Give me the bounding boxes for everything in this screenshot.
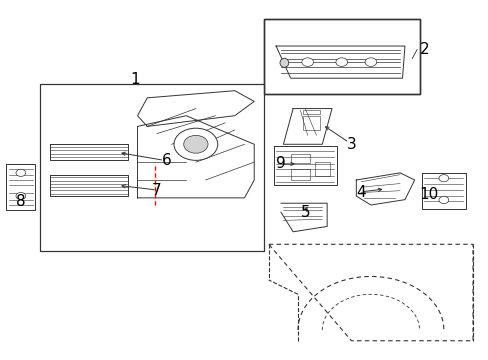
Polygon shape [50,175,127,196]
Bar [264,19,419,94]
Circle shape [16,169,26,176]
Circle shape [174,128,217,160]
Polygon shape [281,203,326,232]
Polygon shape [6,164,35,210]
Circle shape [301,58,313,66]
Circle shape [438,197,448,203]
Polygon shape [356,173,414,205]
Circle shape [183,135,207,153]
Text: 6: 6 [162,153,171,168]
Bar [302,116,319,130]
Polygon shape [273,146,336,185]
Circle shape [438,175,448,182]
Bar [264,19,419,94]
Text: 3: 3 [346,137,356,152]
Text: 2: 2 [419,42,428,57]
Text: 10: 10 [419,187,438,202]
Bar [290,154,309,163]
Bar [290,169,309,180]
Text: 8: 8 [16,194,25,209]
Polygon shape [276,46,404,78]
Ellipse shape [280,58,288,67]
Polygon shape [50,144,127,160]
Circle shape [16,193,26,200]
Text: 9: 9 [276,157,285,171]
Polygon shape [137,116,254,198]
Polygon shape [421,173,465,208]
Text: 1: 1 [130,72,140,87]
Circle shape [335,58,347,66]
Polygon shape [137,91,254,126]
Bar [40,84,264,251]
Bar [302,111,319,114]
Bar [40,84,264,251]
Text: 4: 4 [356,185,365,200]
Text: 5: 5 [300,204,309,220]
Circle shape [365,58,376,66]
Bar [314,162,329,176]
Text: 7: 7 [152,183,162,198]
Polygon shape [283,109,331,144]
